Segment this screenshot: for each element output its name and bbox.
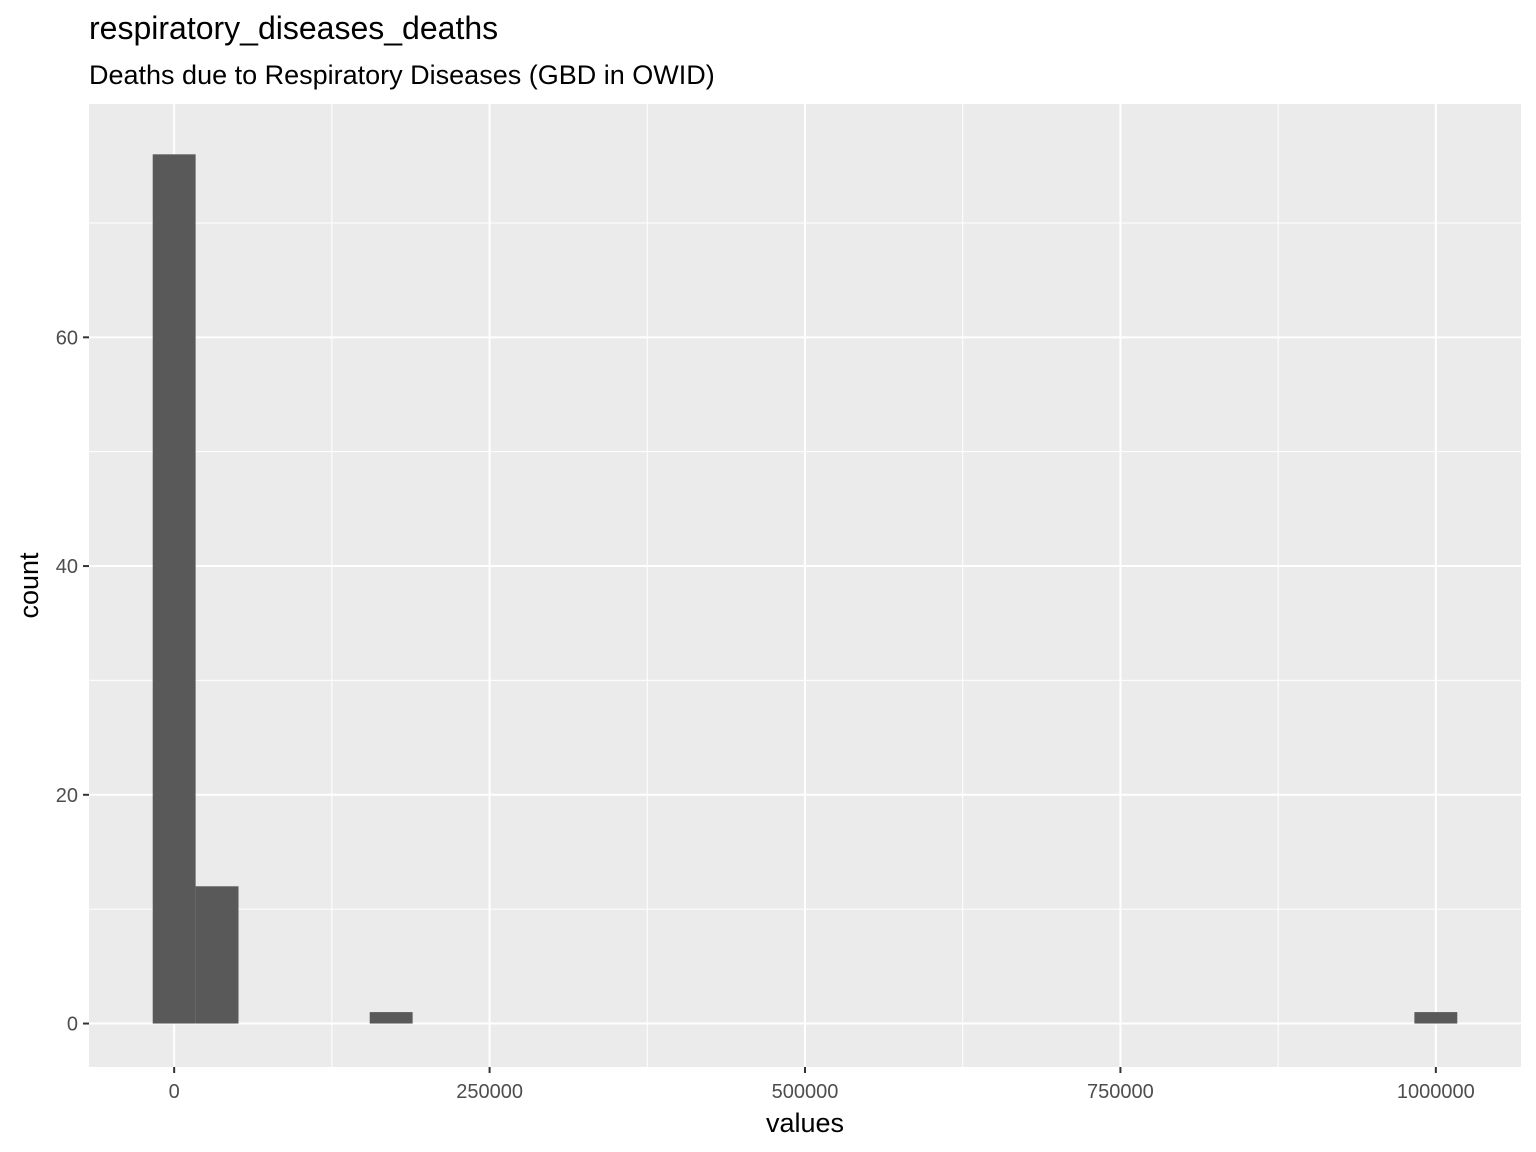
- y-axis-title: count: [14, 552, 44, 619]
- x-tick-label: 500000: [772, 1081, 839, 1103]
- y-tick-label: 60: [56, 327, 78, 349]
- histogram-bar: [152, 154, 196, 1024]
- x-tick-label: 750000: [1087, 1081, 1154, 1103]
- x-tick-label: 1000000: [1397, 1081, 1475, 1103]
- histogram-bar: [1414, 1012, 1458, 1024]
- histogram-bar: [195, 886, 239, 1024]
- histogram-bar: [369, 1012, 413, 1024]
- chart-title: respiratory_diseases_deaths: [89, 10, 499, 46]
- x-tick-label: 0: [169, 1081, 180, 1103]
- x-tick-label: 250000: [456, 1081, 523, 1103]
- x-axis-title: values: [766, 1108, 844, 1138]
- chart-subtitle: Deaths due to Respiratory Diseases (GBD …: [89, 60, 715, 90]
- y-tick-label: 40: [56, 556, 78, 578]
- y-tick-label: 20: [56, 785, 78, 807]
- y-tick-label: 0: [67, 1014, 78, 1036]
